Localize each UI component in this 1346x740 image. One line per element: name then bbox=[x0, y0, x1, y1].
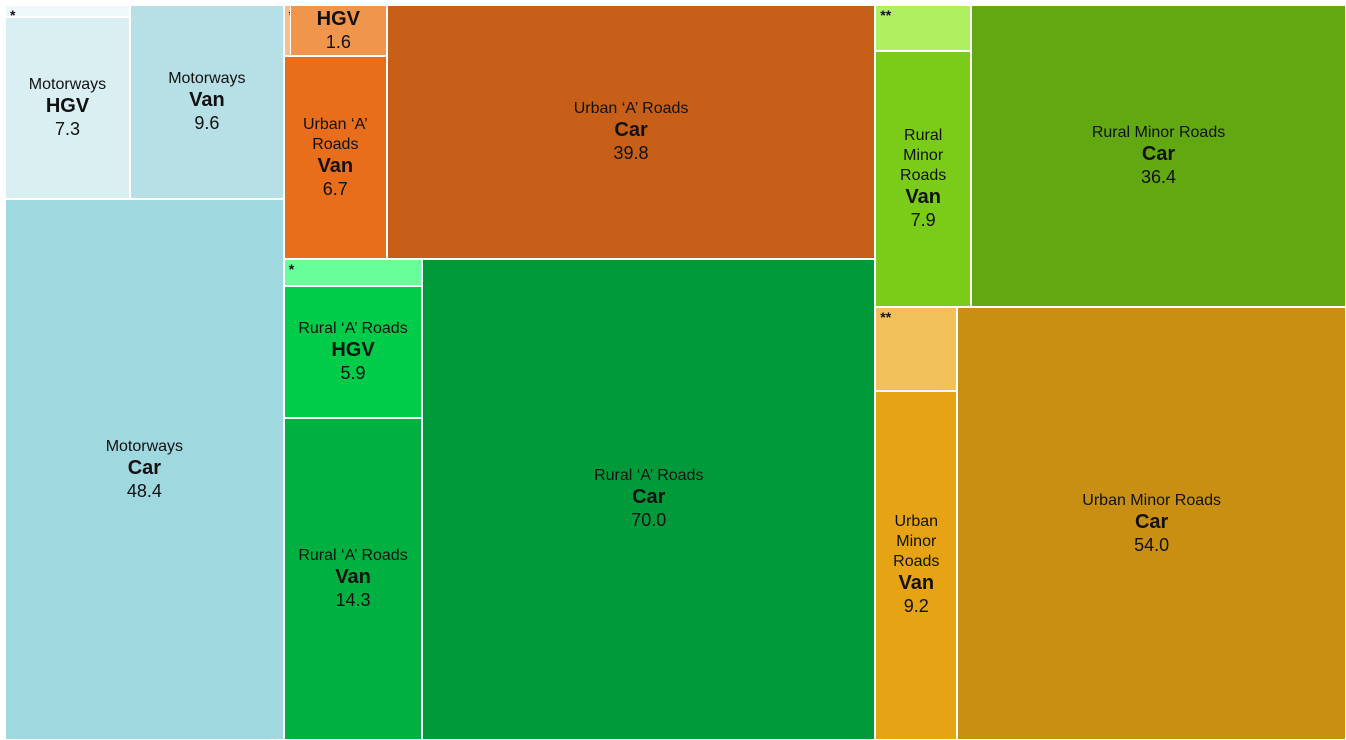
tile: Rural ‘A’ Roads Car 70.0 bbox=[422, 258, 876, 740]
group-label: Urban Minor Roads bbox=[893, 513, 940, 571]
vehicle-label: Van bbox=[905, 185, 941, 208]
vehicle-label: Car bbox=[614, 118, 648, 141]
vehicle-label: Van bbox=[335, 566, 371, 589]
group-label: Rural Minor Roads bbox=[1091, 124, 1226, 142]
tile: Motorways Van 9.6 bbox=[129, 5, 284, 200]
value-label: 70.0 bbox=[631, 510, 667, 531]
group-label: Motorways bbox=[105, 437, 184, 455]
value-label: 9.6 bbox=[194, 113, 220, 134]
tile: Rural Minor Roads Car 36.4 bbox=[971, 5, 1346, 308]
tile-note: ** bbox=[880, 309, 892, 326]
value-label: 36.4 bbox=[1141, 167, 1177, 188]
vehicle-label: HGV bbox=[331, 339, 375, 362]
tile-note: * bbox=[10, 7, 16, 18]
group-label: Urban ‘A’ Roads bbox=[573, 99, 689, 117]
vehicle-label: Car bbox=[1134, 510, 1169, 533]
tile: Rural ‘A’ Roads HGV 5.9 bbox=[283, 285, 423, 419]
group-label: Rural Minor Roads bbox=[900, 126, 947, 184]
group-label: Motorways bbox=[28, 76, 107, 94]
value-label: 6.7 bbox=[322, 178, 348, 199]
tile: HGV 1.6 bbox=[289, 5, 387, 57]
tile-note: * bbox=[288, 260, 295, 277]
tile: Urban Minor Roads Car 54.0 bbox=[957, 307, 1346, 740]
value-label: 54.0 bbox=[1134, 534, 1170, 555]
group-label: Rural ‘A’ Roads bbox=[298, 547, 408, 565]
value-label: 48.4 bbox=[126, 480, 162, 501]
tile: ** bbox=[875, 307, 958, 391]
vehicle-label: Van bbox=[898, 572, 935, 595]
value-label: 7.3 bbox=[54, 119, 80, 140]
group-label: Rural ‘A’ Roads bbox=[594, 467, 704, 485]
value-label: 39.8 bbox=[613, 142, 649, 163]
tile: Motorways HGV 7.3 bbox=[5, 17, 130, 200]
value-label: 14.3 bbox=[335, 590, 371, 611]
tile: * bbox=[5, 5, 130, 18]
group-label: Urban Minor Roads bbox=[1082, 491, 1222, 509]
tile: Rural Minor Roads Van 7.9 bbox=[875, 50, 972, 308]
value-label: 7.9 bbox=[910, 209, 936, 230]
tile: Urban Minor Roads Van 9.2 bbox=[875, 390, 958, 740]
tile: Urban ‘A’ Roads Van 6.7 bbox=[283, 56, 387, 259]
value-label: 5.9 bbox=[340, 363, 366, 384]
vehicle-label: HGV bbox=[45, 95, 90, 118]
tile: Urban ‘A’ Roads Car 39.8 bbox=[386, 5, 876, 259]
vehicle-label: Van bbox=[317, 154, 354, 177]
vehicle-label: Car bbox=[632, 486, 666, 509]
vehicle-label: Car bbox=[1141, 143, 1176, 166]
group-label: Rural ‘A’ Roads bbox=[298, 320, 408, 338]
tile: Rural ‘A’ Roads Van 14.3 bbox=[283, 418, 423, 740]
tile: Motorways Car 48.4 bbox=[5, 199, 284, 740]
vehicle-label: HGV bbox=[316, 7, 361, 30]
value-label: 9.2 bbox=[903, 596, 929, 617]
vehicle-label: Car bbox=[127, 456, 162, 479]
vehicle-label: Van bbox=[189, 89, 225, 112]
tile: ** bbox=[875, 5, 972, 51]
group-label: Motorways bbox=[168, 70, 246, 88]
tile: * bbox=[283, 258, 423, 286]
value-label: 1.6 bbox=[325, 31, 351, 52]
tile-note: ** bbox=[880, 7, 892, 23]
group-label: Urban ‘A’ Roads bbox=[303, 115, 368, 153]
